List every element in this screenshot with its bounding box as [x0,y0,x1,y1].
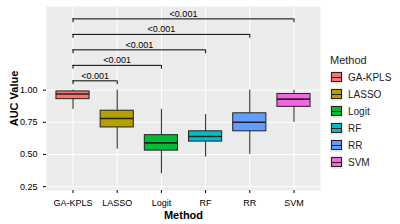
svg-text:<0.001: <0.001 [125,40,153,50]
svg-text:0.25: 0.25 [20,182,38,192]
html-text:LASSO: LASSO [348,88,382,100]
html-text:RF: RF [348,122,362,134]
svg-text:Method: Method [164,209,203,221]
svg-text:SVM: SVM [284,198,304,208]
html-text:Method: Method [330,53,367,66]
svg-text:<0.001: <0.001 [148,24,176,34]
html-text:Logit: Logit [348,105,370,117]
svg-text:<0.001: <0.001 [103,55,131,65]
svg-text:Logit: Logit [152,198,172,208]
svg-text:<0.001: <0.001 [170,9,198,19]
svg-text:GA-KPLS: GA-KPLS [54,198,93,208]
svg-text:LASSO: LASSO [102,198,132,208]
svg-text:AUC Value: AUC Value [8,71,20,127]
svg-text:1.00: 1.00 [20,85,38,95]
svg-text:<0.001: <0.001 [81,71,109,81]
svg-text:RR: RR [243,198,256,208]
html-text:SVM: SVM [348,156,370,168]
svg-text:0.75: 0.75 [20,117,38,127]
html-text:RR: RR [348,139,363,151]
html-text:GA-KPLS: GA-KPLS [348,71,392,83]
svg-text:0.50: 0.50 [20,149,38,159]
svg-text:RF: RF [200,198,212,208]
